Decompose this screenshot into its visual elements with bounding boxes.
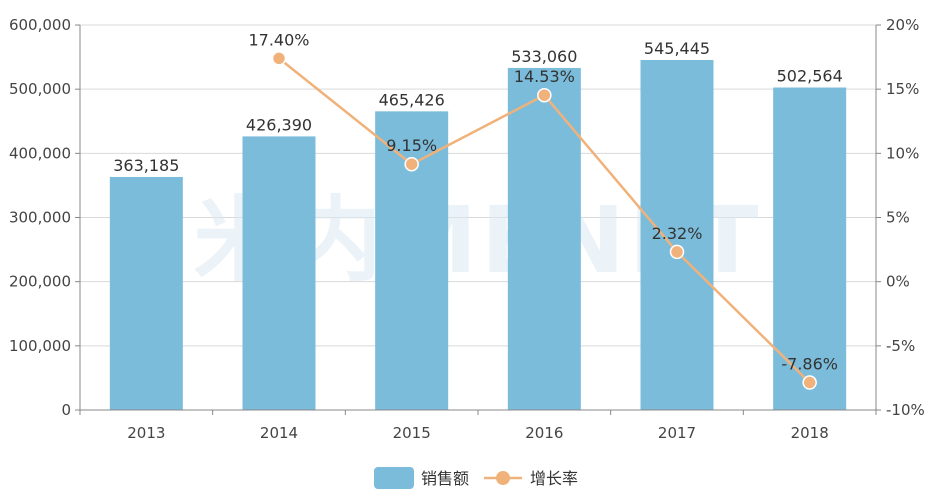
left-axis-tick-label: 400,000 [9, 144, 71, 162]
legend-swatch-bar [374, 467, 414, 489]
right-axis-tick-label: 20% [886, 16, 919, 34]
left-axis-tick-label: 0 [61, 401, 71, 419]
bar [640, 60, 714, 410]
bar [375, 111, 449, 410]
bar [773, 87, 847, 411]
line-data-label: 14.53% [514, 67, 575, 86]
line-point [537, 87, 552, 103]
legend: 销售额 增长率 [374, 467, 578, 489]
bar-data-label: 533,060 [511, 47, 577, 66]
grid-lines [80, 24, 876, 347]
line-series [271, 51, 817, 390]
right-axis-tick-label: 0% [886, 273, 910, 291]
left-axis-tick-label: 300,000 [9, 209, 71, 227]
right-axis-tick-label: -10% [886, 401, 925, 419]
line-point [669, 244, 685, 260]
bar-data-label: 545,445 [644, 39, 710, 58]
bar [242, 136, 316, 410]
line-data-label: 9.15% [386, 136, 437, 155]
bar-data-label: 502,564 [777, 67, 843, 86]
legend-marker-line [496, 471, 510, 485]
x-axis-tick-label: 2014 [260, 424, 298, 442]
right-axis-tick-label: 15% [886, 80, 919, 98]
left-axis-tick-label: 200,000 [9, 273, 71, 291]
line-data-label: 2.32% [652, 224, 703, 243]
line-data-label: -7.86% [781, 355, 838, 374]
bar-data-label: 426,390 [246, 115, 312, 134]
data-labels: 363,185 426,390 465,426 533,060 545,445 502,5… [113, 30, 843, 373]
x-axis-tick-label: 2013 [127, 424, 165, 442]
x-axis-tick-label: 2015 [393, 424, 431, 442]
line-point [802, 375, 817, 390]
axes: 0 100,000 200,000 300,000 400,000 500,000 600,… [9, 16, 925, 442]
bar [109, 176, 183, 410]
left-axis-tick-label: 100,000 [9, 337, 71, 355]
right-axis-tick-label: -5% [886, 337, 915, 355]
line-point [404, 156, 419, 172]
left-axis-tick-label: 500,000 [9, 80, 71, 98]
bar-data-label: 465,426 [379, 90, 445, 109]
bar-series [109, 60, 847, 411]
right-axis-tick-label: 5% [886, 209, 910, 227]
line-data-label: 17.40% [248, 30, 309, 49]
legend-label-line: 增长率 [530, 469, 578, 488]
legend-label-bar: 销售额 [421, 469, 469, 488]
x-axis-tick-label: 2016 [525, 424, 563, 442]
line-point [271, 51, 287, 66]
bar [507, 67, 581, 411]
x-axis-tick-label: 2017 [658, 424, 696, 442]
left-axis-tick-label: 600,000 [9, 16, 71, 34]
right-axis-tick-label: 10% [886, 144, 919, 162]
bar-data-label: 363,185 [113, 156, 179, 175]
x-axis-tick-label: 2018 [791, 424, 829, 442]
